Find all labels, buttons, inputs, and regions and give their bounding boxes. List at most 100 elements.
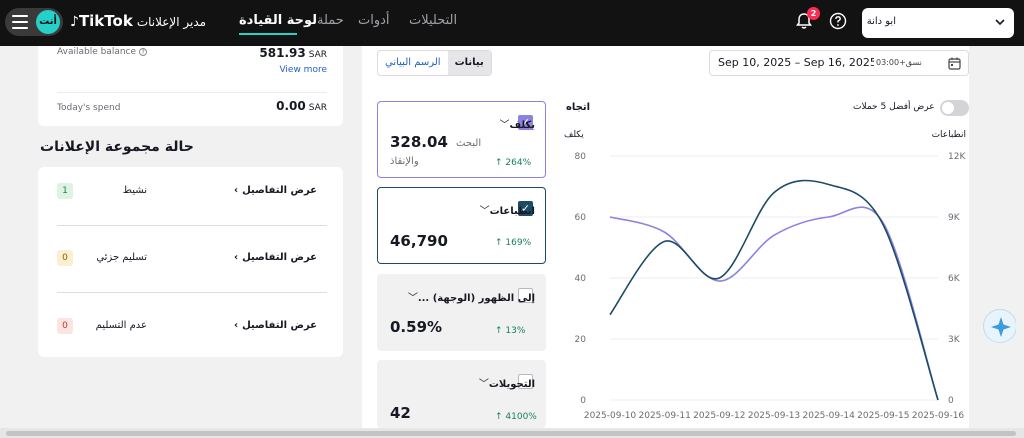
status-label: نشيط: [122, 185, 147, 196]
divider: [57, 225, 327, 226]
account-name: ابو دانة: [866, 16, 896, 27]
chevron-down-icon: ﹀: [407, 293, 418, 304]
metric-card-cost[interactable]: ✓ ﹀يكلف 328.04 البحث والإنقاذ ↑ 264%: [377, 101, 546, 178]
y-tick-label: 20: [575, 335, 587, 345]
info-icon[interactable]: ?: [139, 47, 148, 56]
metric-name: ﹀التحويلات: [478, 379, 535, 390]
chart-view-tab[interactable]: الرسم البياني: [385, 57, 441, 68]
vertical-scrollbar[interactable]: [1016, 46, 1024, 428]
x-tick-label: 2025-09-16: [912, 411, 965, 421]
x-tick-label: 2025-09-13: [748, 411, 800, 421]
view-details-link[interactable]: ‹ عرض التفاصيل: [234, 185, 317, 196]
y-tick-label: 40: [575, 274, 587, 284]
nav-campaign[interactable]: حملة: [317, 13, 344, 28]
ad-group-status-card: ‹ عرض التفاصيل نشيط 1 ‹ عرض التفاصيل تسليم…: [38, 167, 343, 357]
series-line-2: [609, 179, 939, 401]
chevron-down-icon: ﹀: [478, 379, 489, 390]
status-row-not-delivering: ‹ عرض التفاصيل عدم التسليم 0: [38, 302, 343, 352]
status-count-badge: 0: [57, 318, 73, 334]
switch-knob: [942, 102, 954, 114]
x-tick-label: 2025-09-11: [639, 411, 691, 421]
metric-name: ﹀انطباعات: [479, 206, 535, 217]
data-view-tab[interactable]: بيانات: [447, 51, 491, 75]
metric-value: 42: [390, 404, 411, 422]
x-tick-label: 2025-09-14: [803, 411, 856, 421]
chart-title: اتجاه: [566, 102, 591, 113]
metric-value: 0.59%: [390, 318, 443, 336]
status-count-badge: 0: [57, 250, 73, 266]
scrollbar-thumb[interactable]: [6, 431, 1016, 436]
view-more-link[interactable]: View more: [279, 65, 327, 75]
status-label: تسليم جزئي: [96, 252, 147, 263]
brand-name: TikTok: [78, 12, 133, 30]
x-tick-label: 2025-09-15: [857, 411, 909, 421]
metric-card-conversions[interactable]: ﹀التحويلات 42 ↑ 4100%: [377, 360, 546, 428]
balance-card: Available balance? 581.93 SAR View more T…: [38, 46, 343, 126]
divider: [57, 292, 327, 293]
metric-subtext: والإنقاذ: [390, 156, 419, 167]
timezone-label: نسق+03:00: [876, 58, 922, 67]
nav-dashboard[interactable]: لوحة القيادة: [239, 13, 318, 28]
status-label: عدم التسليم: [95, 320, 147, 331]
status-count-badge: 1: [57, 183, 73, 199]
y-tick-label: 60: [575, 213, 587, 223]
brand-subtitle: مدير الإعلانات: [136, 15, 207, 29]
checkbox-unchecked-icon[interactable]: [518, 288, 533, 303]
chevron-left-icon: ‹: [234, 252, 239, 263]
chevron-left-icon: ‹: [234, 185, 239, 196]
nav-analytics[interactable]: التحليلات: [409, 13, 458, 28]
metric-name: ﹀يكلف: [499, 120, 535, 131]
top5-campaigns-label: عرض أفضل 5 حملات: [853, 102, 935, 112]
y-tick-label: 80: [575, 152, 587, 162]
y2-tick-label: 6K: [948, 274, 961, 284]
todays-spend-value: 0.00 SAR: [276, 99, 327, 113]
checkbox-unchecked-icon[interactable]: [518, 374, 533, 389]
date-range-text: Sep 10, 2025 – Sep 16, 2025: [718, 56, 874, 69]
divider: [57, 92, 327, 93]
status-row-active: ‹ عرض التفاصيل نشيط 1: [38, 167, 343, 217]
top-bar: أنت ♪TikTok مدير الإعلانات لوحة القيادة ح…: [0, 0, 1024, 46]
metric-change: ↑ 4100%: [495, 412, 537, 422]
x-tick-label: 2025-09-12: [693, 411, 745, 421]
date-range-picker[interactable]: Sep 10, 2025 – Sep 16, 2025 نسق+03:00: [709, 50, 969, 76]
assistant-fab[interactable]: [983, 309, 1017, 343]
help-icon[interactable]: [829, 12, 847, 30]
notification-badge: 2: [807, 7, 820, 20]
top5-toggle-switch[interactable]: [940, 100, 969, 116]
nav-tools[interactable]: أدوات: [358, 13, 390, 28]
brand-logo[interactable]: ♪TikTok مدير الإعلانات: [70, 12, 206, 30]
available-balance-value: 581.93 SAR: [259, 46, 327, 60]
view-details-link[interactable]: ‹ عرض التفاصيل: [234, 252, 317, 263]
tiktok-logo-icon: ♪: [70, 14, 79, 30]
avatar[interactable]: أنت: [36, 10, 60, 34]
chevron-down-icon: ﹀: [499, 120, 510, 131]
trend-line-chart: يكلف انطباعات 0 20 40 60 80 0 3K 6K 9K 12K 2025-09-1…: [564, 130, 966, 421]
nav-active-underline: [239, 33, 297, 35]
hamburger-menu-icon[interactable]: [12, 15, 28, 29]
metric-value: 46,790: [390, 232, 448, 250]
metric-card-click-rate[interactable]: ﹀... إلى الظهور (الوجهة) 0.59% ↑ 13%: [377, 274, 546, 351]
view-details-link[interactable]: ‹ عرض التفاصيل: [234, 320, 317, 331]
y2-tick-label: 12K: [948, 152, 966, 162]
horizontal-scrollbar[interactable]: [0, 428, 1024, 438]
calendar-icon: [948, 57, 961, 70]
y2-tick-label: 9K: [948, 213, 961, 223]
checkbox-checked-icon[interactable]: ✓: [518, 115, 533, 130]
metric-change: ↑ 264%: [495, 158, 532, 168]
view-toggle: الرسم البياني بيانات: [377, 50, 492, 76]
series-line-1: [609, 206, 939, 401]
left-axis-title: يكلف: [564, 130, 584, 140]
ad-group-status-title: حالة مجموعة الإعلانات: [40, 139, 194, 155]
account-selector[interactable]: ابو دانة: [862, 8, 1014, 38]
right-axis-title: انطباعات: [932, 130, 966, 140]
metric-change: ↑ 169%: [495, 238, 532, 248]
checkbox-checked-icon[interactable]: ✓: [518, 201, 533, 216]
y-tick-label: 0: [580, 396, 586, 406]
sparkle-icon: [991, 317, 1011, 337]
chevron-down-icon: ﹀: [479, 206, 490, 217]
y2-tick-label: 3K: [948, 335, 961, 345]
chevron-down-icon: [995, 19, 1005, 26]
todays-spend-label: Today's spend: [57, 103, 121, 113]
metric-name: ﹀... إلى الظهور (الوجهة): [407, 293, 535, 304]
metric-card-impressions[interactable]: ✓ ﹀انطباعات 46,790 ↑ 169%: [377, 187, 546, 264]
